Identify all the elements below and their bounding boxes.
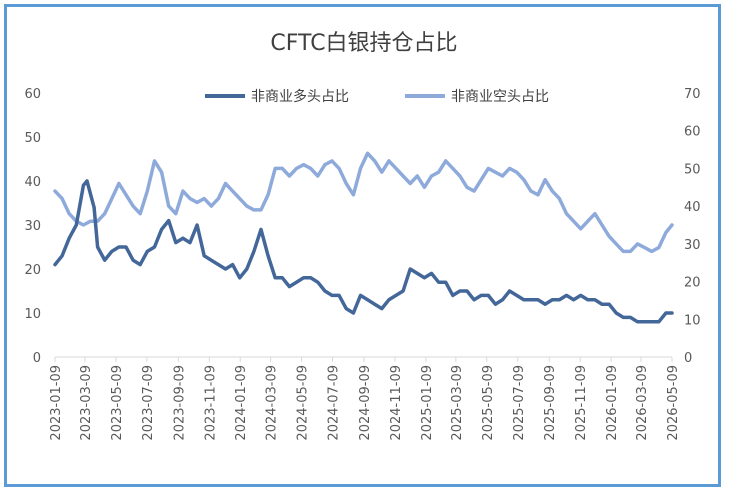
- series-line-long: [53, 179, 674, 324]
- y-left-tick-label: 50: [24, 131, 41, 146]
- y-right-tick-label: 70: [684, 87, 701, 102]
- y-right-tick-label: 40: [684, 200, 701, 215]
- x-tick-label: 2024-01-09: [234, 365, 249, 441]
- legend: 非商业多头占比 非商业空头占比: [205, 88, 549, 105]
- x-tick-label: 2025-05-09: [481, 365, 496, 441]
- x-tick-label: 2025-11-09: [574, 365, 589, 441]
- series-line-short: [53, 151, 674, 254]
- y-right-tick-label: 0: [684, 351, 692, 366]
- x-tick-label: 2025-07-09: [512, 365, 527, 441]
- x-axis: 2023-01-09 2023-03-09 2023-05-09 2023-07-09…: [49, 357, 681, 441]
- x-tick-label: 2026-01-09: [605, 365, 620, 441]
- y-left-tick-label: 30: [24, 219, 41, 234]
- x-tick-label: 2024-07-09: [327, 365, 342, 441]
- x-tick-label: 2023-07-09: [141, 365, 156, 441]
- x-tick-label: 2026-03-09: [635, 365, 650, 441]
- series-group: [53, 151, 674, 324]
- legend-label-long: 非商业多头占比: [251, 88, 349, 105]
- x-tick-label: 2024-03-09: [265, 365, 280, 441]
- x-tick-label: 2023-11-09: [203, 365, 218, 441]
- x-tick-label: 2024-05-09: [296, 365, 311, 441]
- y-left-tick-label: 20: [24, 263, 41, 278]
- x-tick-label: 2025-09-09: [543, 365, 558, 441]
- x-tick-label: 2023-05-09: [110, 365, 125, 441]
- y-left-tick-label: 40: [24, 175, 41, 190]
- y-right-tick-label: 30: [684, 238, 701, 253]
- y-right-tick-label: 20: [684, 276, 701, 291]
- y-right-tick-label: 60: [684, 125, 701, 140]
- x-tick-label: 2024-09-09: [358, 365, 373, 441]
- x-tick-label: 2023-01-09: [49, 365, 64, 441]
- y-right-axis: 0 10 20 30 40 50 60 70: [684, 87, 701, 366]
- x-tick-label: 2025-01-09: [420, 365, 435, 441]
- x-tick-label: 2025-03-09: [450, 365, 465, 441]
- chart-title: CFTC白银持仓占比: [270, 31, 457, 56]
- y-left-tick-label: 10: [24, 307, 41, 322]
- x-tick-label: 2026-05-09: [666, 365, 681, 441]
- y-left-tick-label: 0: [33, 351, 41, 366]
- x-tick-label: 2024-11-09: [389, 365, 404, 441]
- legend-label-short: 非商业空头占比: [451, 89, 549, 105]
- x-tick-label: 2023-09-09: [172, 365, 187, 441]
- x-tick-label: 2023-03-09: [79, 365, 94, 441]
- y-right-tick-label: 10: [684, 313, 701, 328]
- y-right-tick-label: 50: [684, 162, 701, 177]
- y-left-tick-label: 60: [24, 87, 41, 102]
- y-left-axis: 0 10 20 30 40 50 60: [24, 87, 41, 366]
